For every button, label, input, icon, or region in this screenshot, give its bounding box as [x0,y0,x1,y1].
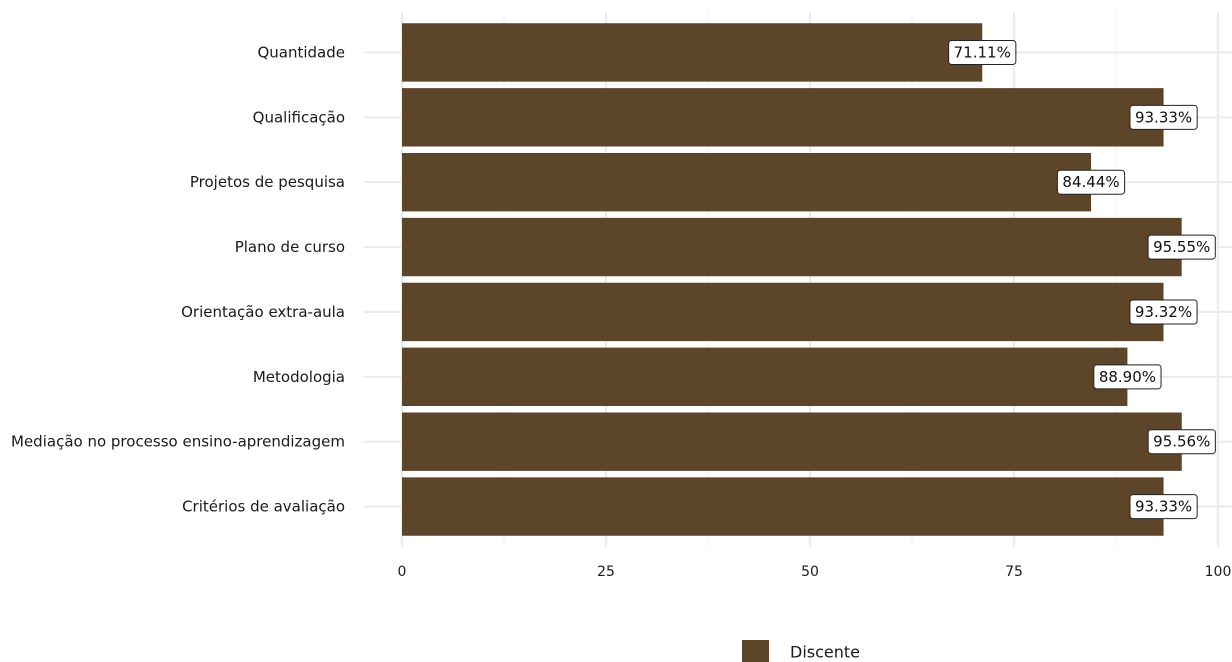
data-label-text: 95.56% [1153,433,1210,451]
data-label: 84.44% [1056,169,1126,195]
category-label: Orientação extra-aula [181,303,345,321]
bar [402,152,1092,212]
category-label: Qualificação [253,108,345,126]
x-tick-label: 100 [1205,564,1232,580]
data-label-text: 88.90% [1099,368,1156,386]
category-label: Metodologia [253,368,345,386]
x-tick-label: 50 [801,564,819,580]
value-axis-ticks: 0 25 50 75 100 [398,564,1232,580]
legend-label: Discente [790,643,860,662]
data-labels: 71.11% 93.33% 84.44% 95.55% 93.32% 88.90% 95.5… [948,39,1216,520]
data-label-box [948,39,1017,65]
bar [402,477,1164,536]
data-label-box [1056,169,1126,195]
category-label: Quantidade [257,43,345,61]
data-label-box [1147,234,1216,260]
category-label: Projetos de pesquisa [190,173,345,191]
bar [402,412,1182,471]
data-label: 95.56% [1147,429,1216,455]
bar [402,282,1164,342]
bars [402,23,1182,536]
data-label-box [1129,299,1198,325]
data-label: 93.32% [1129,299,1198,325]
data-label: 88.90% [1093,364,1162,390]
data-label-box [1093,364,1162,390]
data-label-text: 95.55% [1153,238,1210,256]
data-label-box [1129,494,1198,520]
data-label: 95.55% [1147,234,1216,260]
bar [402,217,1182,277]
category-label: Critérios de avaliação [182,498,345,516]
bar [402,347,1128,407]
bar [402,23,983,82]
data-label: 71.11% [948,39,1017,65]
category-axis-labels: Quantidade Qualificação Projetos de pesqui… [11,43,345,515]
data-label-text: 71.11% [954,43,1011,61]
legend-swatch [742,640,769,662]
legend: Discente [742,640,860,662]
x-tick-label: 75 [1005,564,1023,580]
data-label-text: 84.44% [1062,173,1119,191]
data-label-text: 93.33% [1135,498,1192,516]
data-label: 93.33% [1129,104,1198,130]
data-label-text: 93.33% [1135,108,1192,126]
data-label-box [1147,429,1216,455]
category-label: Plano de curso [235,238,345,256]
x-tick-label: 25 [597,564,615,580]
bar [402,88,1164,147]
data-label-box [1129,104,1198,130]
data-label-text: 93.32% [1135,303,1192,321]
x-tick-label: 0 [398,564,407,580]
category-label: Mediação no processo ensino-aprendizagem [11,433,345,451]
data-label: 93.33% [1129,494,1198,520]
